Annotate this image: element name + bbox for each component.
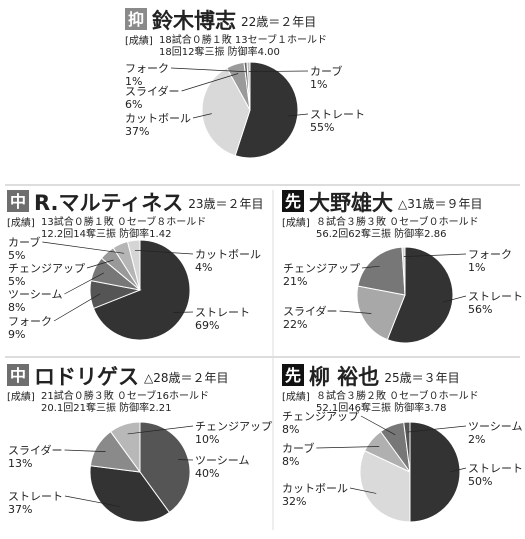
- player-age: 25歳＝３年目: [384, 371, 459, 385]
- role-badge-text: 中: [10, 366, 26, 385]
- slice-label: チェンジアップ: [195, 420, 272, 433]
- stats-line: 20.1回21奪三振 防御率2.21: [41, 401, 171, 414]
- slice-value-label: 5%: [8, 249, 25, 262]
- slice-label: ストレート: [468, 290, 523, 303]
- slice-value-label: 32%: [282, 495, 306, 508]
- slice-value-label: 8%: [282, 423, 299, 436]
- stats-label: [成績]: [7, 390, 35, 403]
- slice-value-label: 22%: [283, 318, 307, 331]
- role-badge-text: 抑: [128, 10, 144, 29]
- slice-value-label: 10%: [195, 433, 219, 446]
- slice-label: カーブ: [282, 441, 314, 455]
- slice-label: ツーシーム: [8, 288, 62, 301]
- role-badge-text: 先: [285, 366, 301, 385]
- slice-value-label: 21%: [283, 275, 307, 288]
- role-badge-text: 中: [10, 192, 26, 211]
- player-name: 柳 裕也: [309, 365, 379, 389]
- player-age: △28歳＝２年目: [144, 371, 229, 385]
- slice-value-label: 13%: [8, 457, 32, 470]
- slice-label: チェンジアップ: [283, 262, 360, 275]
- stats-line: ８試合３勝３敗 ０セーブ０ホールド: [316, 215, 479, 228]
- player-age: △31歳＝９年目: [398, 197, 483, 211]
- slice-label: フォーク: [468, 248, 512, 261]
- slice-label: スライダー: [8, 443, 63, 457]
- stats-line: 56.2回62奪三振 防御率2.86: [316, 227, 446, 240]
- stats-label: [成績]: [125, 34, 153, 47]
- stats-line: 18回12奪三振 防御率4.00: [159, 45, 280, 58]
- slice-label: ツーシーム: [195, 454, 249, 467]
- role-badge-text: 先: [285, 192, 301, 211]
- player-name: ロドリゲス: [34, 365, 139, 389]
- slice-label: ツーシーム: [468, 420, 522, 433]
- slice-label: ストレート: [310, 108, 365, 121]
- stats-label: [成績]: [282, 390, 310, 403]
- stats-line: 21試合０勝３敗 ０セーブ16ホールド: [41, 389, 209, 402]
- slice-value-label: 8%: [8, 301, 25, 314]
- slice-value-label: 2%: [468, 433, 485, 446]
- slice-value-label: 1%: [125, 75, 142, 88]
- slice-label: カットボール: [282, 482, 348, 495]
- slice-label: スライダー: [283, 304, 338, 318]
- slice-value-label: 9%: [8, 328, 25, 341]
- stats-label: [成績]: [7, 216, 35, 229]
- slice-label: フォーク: [125, 62, 169, 75]
- slice-value-label: 1%: [468, 261, 485, 274]
- player-age: 23歳＝２年目: [188, 197, 263, 211]
- stats-label: [成績]: [282, 216, 310, 229]
- slice-label: カットボール: [125, 112, 191, 125]
- stats-line: 12.2回14奪三振 防御率1.42: [41, 227, 171, 240]
- slice-label: フォーク: [8, 315, 52, 328]
- slice-label: チェンジアップ: [8, 262, 85, 275]
- slice-value-label: 6%: [125, 98, 142, 111]
- player-name: R.マルティネス: [34, 191, 183, 215]
- slice-value-label: 55%: [310, 121, 334, 134]
- slice-value-label: 1%: [310, 78, 327, 91]
- slice-value-label: 40%: [195, 467, 219, 480]
- player-name: 鈴木博志: [152, 9, 236, 33]
- slice-label: チェンジアップ: [282, 410, 359, 423]
- slice-label: ストレート: [468, 462, 523, 475]
- stats-line: 18試合０勝１敗 13セーブ１ホールド: [159, 33, 327, 46]
- slice-label: カーブ: [310, 64, 342, 78]
- slice-value-label: 37%: [8, 503, 32, 516]
- slice-label: カーブ: [8, 235, 40, 249]
- slice-value-label: 5%: [8, 275, 25, 288]
- slice-value-label: 8%: [282, 455, 299, 468]
- stats-line: ８試合３勝２敗 ０セーブ０ホールド: [316, 389, 479, 402]
- slice-value-label: 37%: [125, 125, 149, 138]
- slice-label: ストレート: [195, 306, 250, 319]
- player-age: 22歳＝２年目: [241, 15, 316, 29]
- slice-value-label: 69%: [195, 319, 219, 332]
- slice-label: カットボール: [195, 248, 261, 261]
- slice-label: ストレート: [8, 490, 63, 503]
- slice-value-label: 50%: [468, 475, 492, 488]
- player-name: 大野雄大: [309, 191, 393, 215]
- slice-value-label: 56%: [468, 303, 492, 316]
- stats-line: 13試合０勝１敗 ０セーブ８ホールド: [41, 215, 206, 228]
- slice-value-label: 4%: [195, 261, 212, 274]
